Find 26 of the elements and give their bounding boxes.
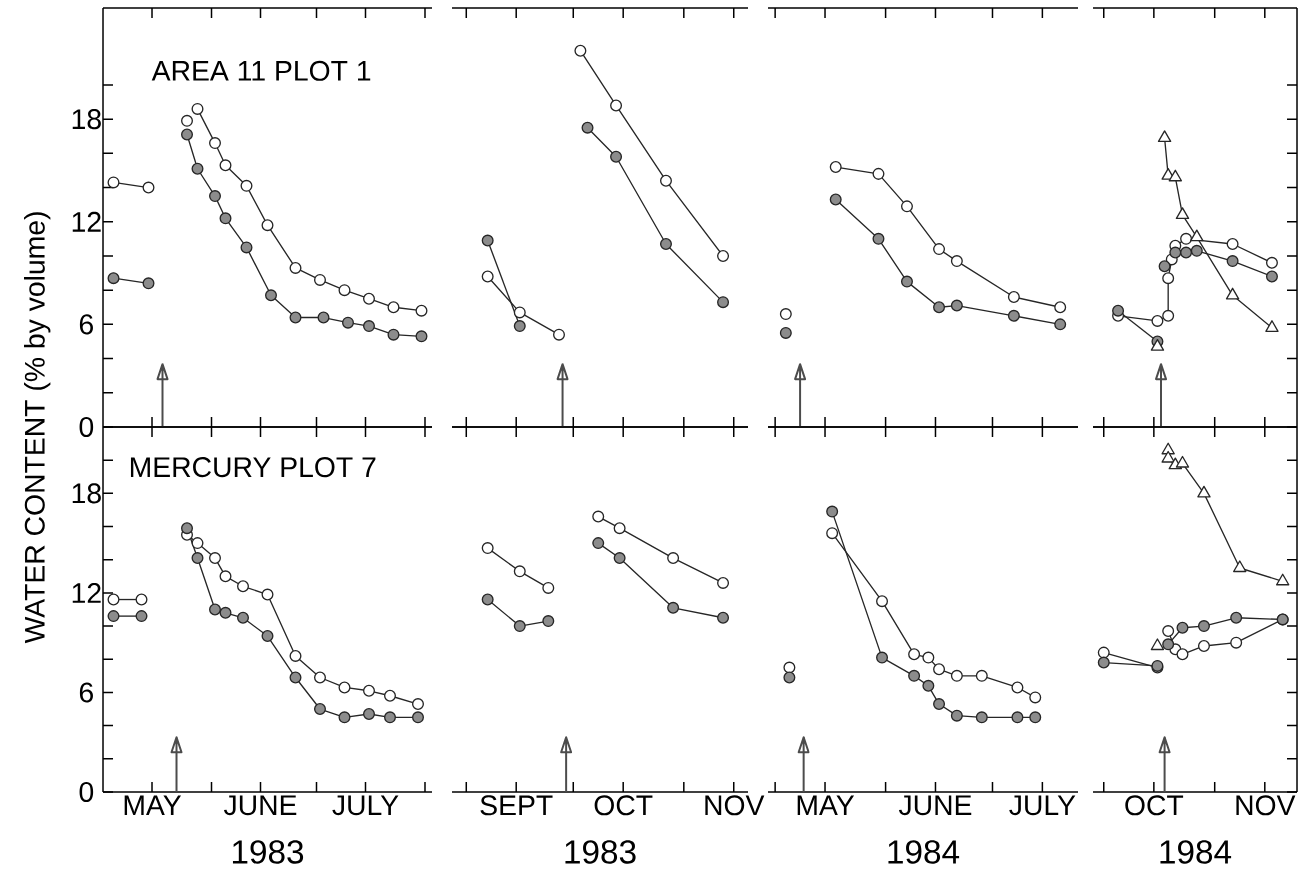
x-axis-title: 1984 [888,840,960,864]
x-tick-label: JULY [332,795,399,816]
y-tick-label: 0 [79,416,94,438]
text: AREA 11 PLOT 1 [151,60,371,81]
y-tick-label: 6 [79,682,93,703]
x-axis-title: 1983 [232,840,304,864]
x-tick-label: MAY [124,795,182,816]
y-tick-label: 6 [79,314,93,335]
y-axis-title: WATER CONTENT (% by volume) [24,212,51,644]
y-tick-label: 18 [72,109,101,130]
x-tick-label: NOV [705,795,765,816]
y-tick-label: 0 [79,781,94,803]
x-axis-title: 1983 [565,840,636,864]
x-tick-label: JUNE [898,795,972,816]
x-tick-label: NOV [1236,795,1296,816]
x-tick-label: SEPT [480,795,553,816]
x-tick-label: OCT [594,795,653,816]
y-tick-label: 12 [72,211,101,232]
text: MERCURY PLOT 7 [130,457,376,478]
x-tick-label: JUNE [223,795,297,816]
y-tick-label: 18 [72,483,101,504]
x-tick-label: JULY [1009,795,1076,816]
x-tick-label: MAY [797,795,855,816]
y-tick-label: 12 [72,583,101,603]
x-axis-title: 1984 [1160,840,1232,864]
x-tick-label: OCT [1125,795,1184,816]
